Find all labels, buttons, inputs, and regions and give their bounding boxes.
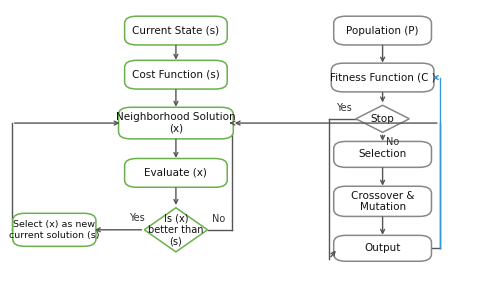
Text: No: No <box>212 214 226 224</box>
Text: Evaluate (x): Evaluate (x) <box>144 168 208 178</box>
Text: Population (P): Population (P) <box>346 25 419 35</box>
Text: Fitness Function (C ): Fitness Function (C ) <box>330 73 436 83</box>
FancyBboxPatch shape <box>334 235 432 261</box>
Text: Current State (s): Current State (s) <box>132 25 220 35</box>
Text: Is (x)
better than
(s): Is (x) better than (s) <box>148 213 204 247</box>
Text: Crossover &
Mutation: Crossover & Mutation <box>351 190 414 212</box>
Text: Output: Output <box>364 243 401 253</box>
Polygon shape <box>144 208 208 252</box>
FancyBboxPatch shape <box>124 60 227 89</box>
Text: Selection: Selection <box>358 149 406 159</box>
FancyBboxPatch shape <box>124 158 227 187</box>
FancyBboxPatch shape <box>334 186 432 217</box>
FancyBboxPatch shape <box>124 16 227 45</box>
FancyBboxPatch shape <box>118 107 234 139</box>
Text: Cost Function (s): Cost Function (s) <box>132 70 220 80</box>
Polygon shape <box>356 105 410 132</box>
Text: Neighborhood Solution
(x): Neighborhood Solution (x) <box>116 112 236 134</box>
Text: Yes: Yes <box>336 103 352 113</box>
FancyBboxPatch shape <box>332 63 434 92</box>
Text: No: No <box>386 137 400 147</box>
FancyBboxPatch shape <box>13 213 96 246</box>
Text: Select (x) as new
current solution (s): Select (x) as new current solution (s) <box>9 220 100 239</box>
FancyBboxPatch shape <box>334 16 432 45</box>
FancyBboxPatch shape <box>334 142 432 167</box>
Text: Stop: Stop <box>370 114 394 124</box>
Text: Yes: Yes <box>129 213 145 223</box>
